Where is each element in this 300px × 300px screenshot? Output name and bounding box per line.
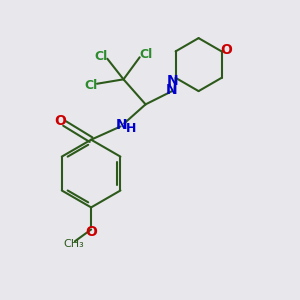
- Text: O: O: [85, 225, 97, 239]
- Text: Cl: Cl: [94, 50, 107, 63]
- Text: O: O: [220, 43, 232, 57]
- Text: N: N: [166, 82, 177, 97]
- Text: O: O: [54, 114, 66, 128]
- Text: N: N: [116, 118, 128, 132]
- Text: Cl: Cl: [84, 79, 97, 92]
- Text: CH₃: CH₃: [63, 239, 84, 249]
- Text: H: H: [126, 122, 136, 135]
- Text: N: N: [167, 74, 178, 88]
- Text: Cl: Cl: [140, 48, 153, 62]
